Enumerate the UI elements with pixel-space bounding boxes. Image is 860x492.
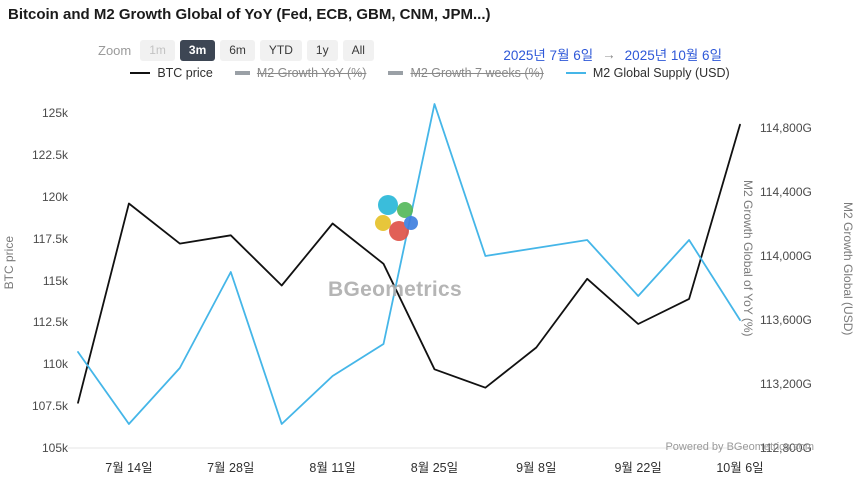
left-axis-tick: 112.5k (32, 315, 68, 330)
zoom-button-all[interactable]: All (342, 40, 374, 62)
legend-label: M2 Growth 7 weeks (%) (410, 66, 544, 80)
right-axis-tick: 114,800G (760, 121, 812, 135)
left-axis-title: BTC price (2, 236, 16, 290)
bgeometrics-logo-icon (375, 195, 418, 241)
x-axis-tick: 9월 8일 (516, 461, 557, 475)
date-from[interactable]: 2025년 7월 6일 (503, 48, 594, 63)
x-axis-tick: 10월 6일 (716, 461, 764, 475)
zoom-toolbar: Zoom 1m 3m 6m YTD 1y All (98, 40, 374, 62)
zoom-button-1m[interactable]: 1m (140, 40, 175, 62)
chart-title: Bitcoin and M2 Growth Global of YoY (Fed… (8, 6, 491, 23)
legend-swatch-icon (565, 72, 586, 74)
date-range-picker: 2025년 7월 6일 → 2025년 10월 6일 (503, 44, 722, 64)
legend-item-1[interactable]: M2 Growth YoY (%) (234, 66, 367, 80)
zoom-button-3m[interactable]: 3m (179, 40, 216, 62)
zoom-buttons: 1m 3m 6m YTD 1y All (140, 40, 374, 62)
left-axis-tick: 122.5k (31, 147, 68, 162)
legend-item-0[interactable]: BTC price (130, 66, 213, 80)
left-axis-tick: 110k (42, 357, 68, 372)
right-axis-title-usd: M2 Growth Global (USD) (841, 202, 855, 336)
legend-label: M2 Global Supply (USD) (592, 66, 730, 80)
date-to[interactable]: 2025년 10월 6일 (624, 48, 722, 63)
series-line-btc-price (77, 123, 741, 404)
legend-label: BTC price (157, 66, 213, 80)
right-axis-tick: 113,200G (760, 377, 812, 391)
legend-label: M2 Growth YoY (%) (256, 66, 367, 80)
left-axis-tick: 107.5k (31, 399, 68, 414)
legend: BTC price M2 Growth YoY (%) M2 Growth 7 we… (0, 66, 860, 80)
legend-swatch-icon (234, 71, 250, 75)
x-axis-tick: 7월 14일 (105, 461, 153, 475)
zoom-button-6m[interactable]: 6m (220, 40, 255, 62)
legend-swatch-icon (388, 71, 404, 75)
zoom-button-ytd[interactable]: YTD (259, 40, 302, 62)
zoom-button-1y[interactable]: 1y (306, 40, 338, 62)
watermark-text: BGeometrics (327, 278, 463, 301)
series-line-m2-global-supply-usd- (77, 103, 741, 425)
left-axis-tick: 117.5k (32, 231, 68, 246)
zoom-label: Zoom (98, 43, 132, 59)
legend-item-2[interactable]: M2 Growth 7 weeks (%) (388, 66, 544, 80)
right-axis-tick: 113,600G (760, 313, 812, 327)
watermark: BGeometrics (300, 192, 490, 302)
left-axis-tick: 120k (41, 189, 68, 204)
right-axis-tick: 114,000G (760, 249, 812, 263)
right-axis-tick: 112,800G (760, 441, 812, 455)
legend-item-3[interactable]: M2 Global Supply (USD) (565, 66, 730, 80)
x-axis-tick: 7월 28일 (207, 461, 255, 475)
left-axis-tick: 105k (41, 441, 68, 455)
left-axis-tick: 125k (41, 106, 68, 120)
x-axis-tick: 8월 25일 (410, 461, 459, 475)
x-axis-tick: 8월 11일 (309, 461, 356, 475)
right-axis-title-yoy: M2 Growth Global of YoY (%) (741, 180, 755, 337)
powered-by-link[interactable]: Powered by BGeometrics.com (665, 441, 814, 453)
arrow-right-icon: → (602, 46, 616, 62)
right-axis-tick: 114,400G (760, 185, 812, 199)
legend-swatch-icon (130, 72, 151, 74)
left-axis-tick: 115k (42, 273, 68, 288)
x-axis-tick: 9월 22일 (614, 461, 662, 475)
